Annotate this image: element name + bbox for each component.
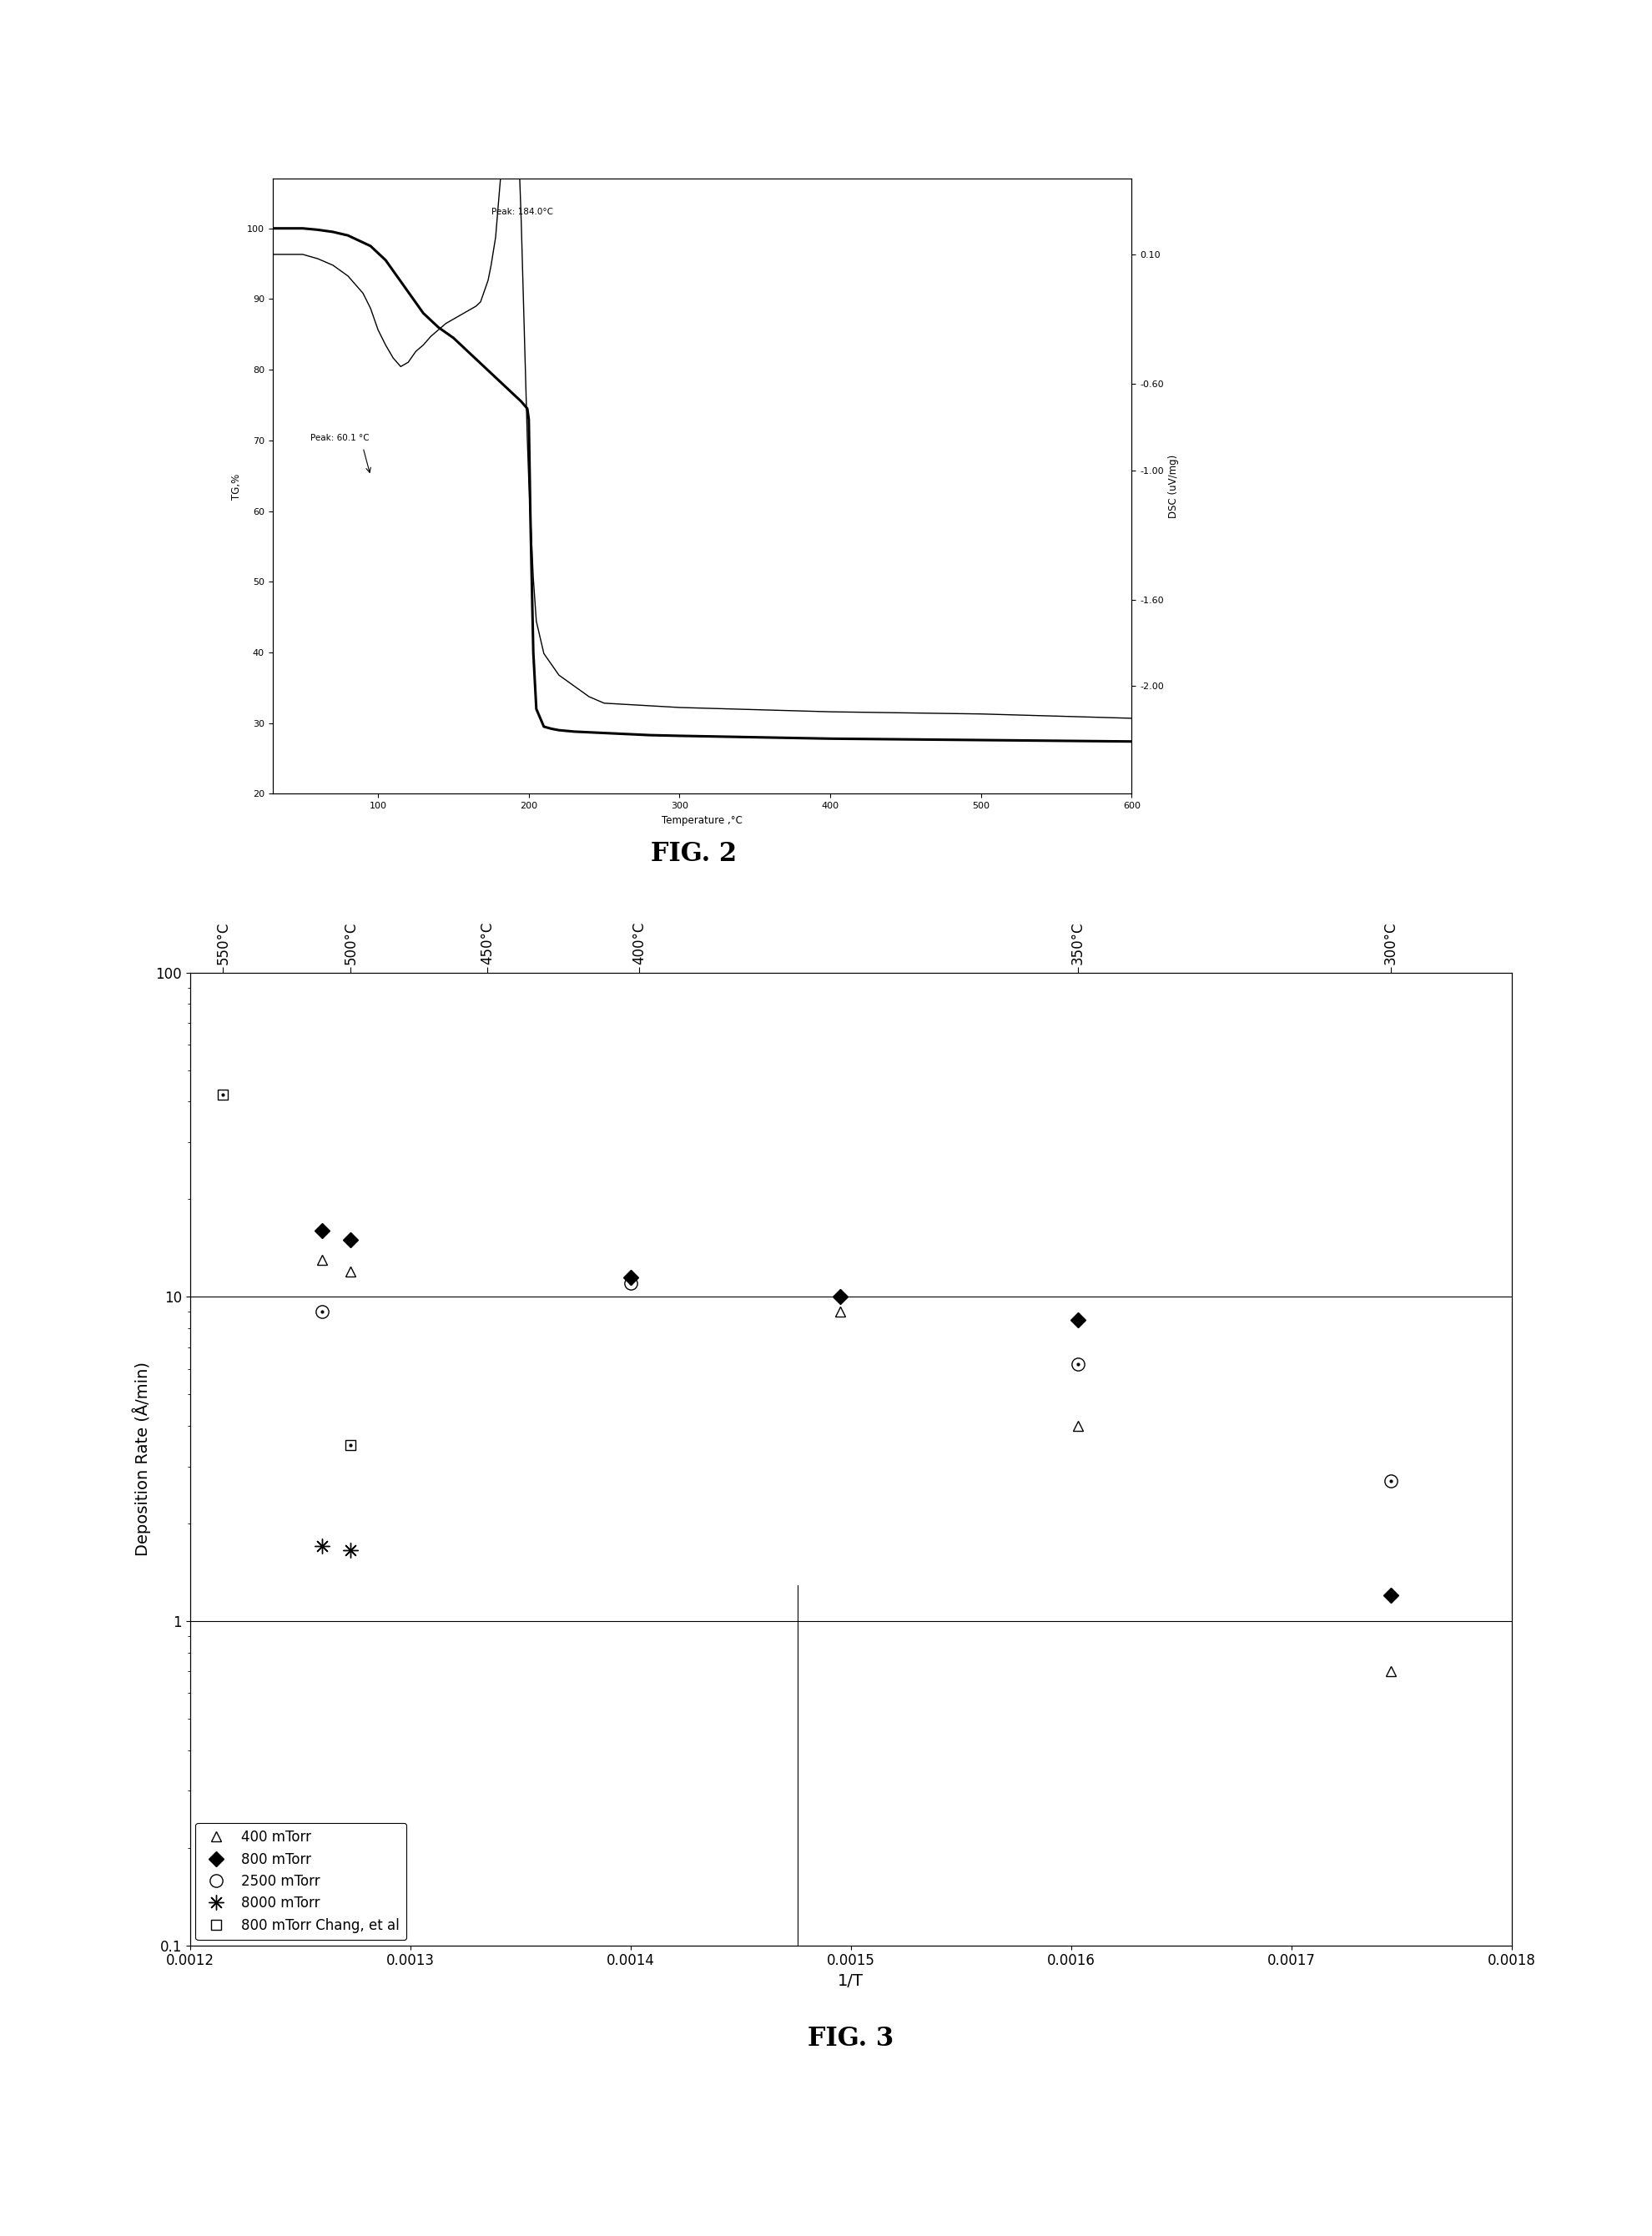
800 mTorr Chang, et al	[213, 1082, 233, 1109]
400 mTorr	[312, 1245, 332, 1272]
Line: 8000 mTorr: 8000 mTorr	[314, 1538, 358, 1558]
Line: 2500 mTorr: 2500 mTorr	[316, 1277, 1398, 1487]
800 mTorr	[829, 1283, 849, 1310]
Y-axis label: DSC (uV/mg): DSC (uV/mg)	[1168, 454, 1180, 519]
Text: FIG. 2: FIG. 2	[651, 841, 737, 868]
400 mTorr	[340, 1259, 360, 1286]
8000 mTorr	[312, 1534, 332, 1561]
Y-axis label: TG,%: TG,%	[231, 474, 243, 499]
Text: FIG. 3: FIG. 3	[808, 2026, 894, 2053]
Legend: 400 mTorr, 800 mTorr, 2500 mTorr, 8000 mTorr, 800 mTorr Chang, et al: 400 mTorr, 800 mTorr, 2500 mTorr, 8000 m…	[195, 1822, 406, 1941]
800 mTorr	[621, 1263, 641, 1290]
X-axis label: Temperature ,°C: Temperature ,°C	[662, 814, 742, 825]
800 mTorr	[1381, 1583, 1401, 1610]
800 mTorr	[312, 1216, 332, 1243]
2500 mTorr	[1381, 1467, 1401, 1494]
2500 mTorr	[621, 1270, 641, 1297]
2500 mTorr	[312, 1299, 332, 1326]
Line: 800 mTorr: 800 mTorr	[317, 1225, 1396, 1601]
Y-axis label: Deposition Rate (Å/min): Deposition Rate (Å/min)	[132, 1362, 150, 1556]
800 mTorr Chang, et al	[340, 1431, 360, 1458]
400 mTorr	[1381, 1657, 1401, 1684]
Text: Peak: 60.1 °C: Peak: 60.1 °C	[311, 434, 368, 443]
Line: 400 mTorr: 400 mTorr	[317, 1254, 1396, 1677]
800 mTorr	[340, 1225, 360, 1252]
400 mTorr	[1067, 1413, 1087, 1440]
Line: 800 mTorr Chang, et al: 800 mTorr Chang, et al	[218, 1089, 355, 1449]
X-axis label: 1/T: 1/T	[838, 1972, 864, 1990]
8000 mTorr	[340, 1536, 360, 1563]
2500 mTorr	[1067, 1351, 1087, 1377]
400 mTorr	[829, 1299, 849, 1326]
Text: Peak: 184.0°C: Peak: 184.0°C	[491, 208, 553, 217]
800 mTorr	[1067, 1306, 1087, 1333]
